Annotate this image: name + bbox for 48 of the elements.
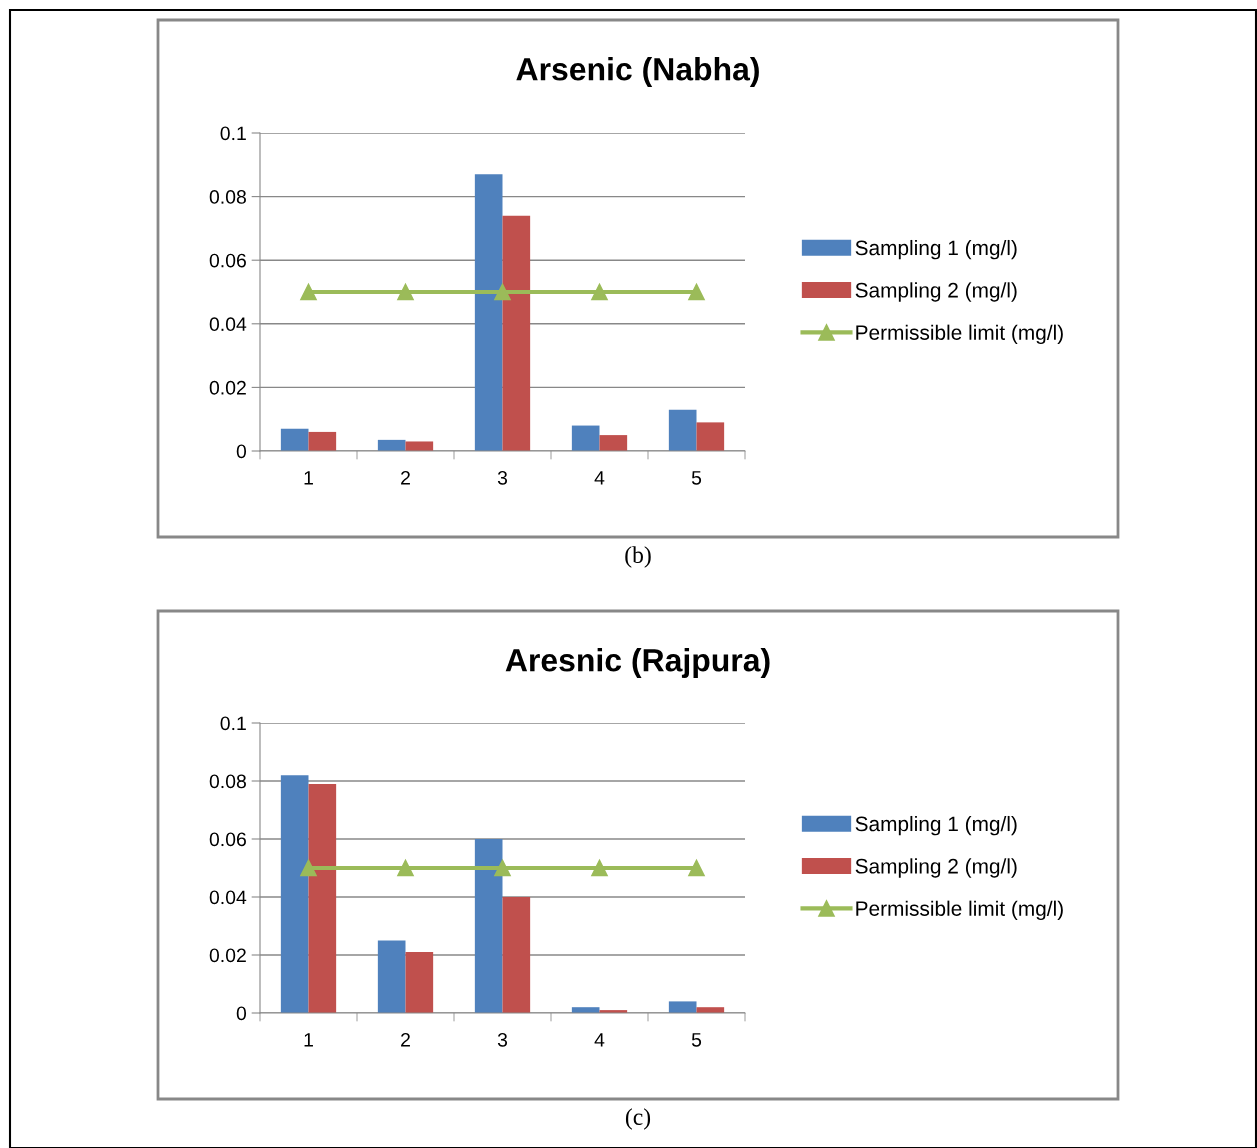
legend-label: Permissible limit (mg/l) xyxy=(856,900,1063,921)
y-tick-label: 0 xyxy=(236,1006,247,1021)
x-tick-label: 1 xyxy=(304,471,313,485)
text: (b) xyxy=(625,546,651,568)
bar xyxy=(308,783,337,1013)
x-tick-label: 5 xyxy=(691,1033,702,1047)
y-tick-label: 0.1 xyxy=(220,716,246,731)
x-tick-label: 3 xyxy=(497,470,508,485)
bar xyxy=(599,435,628,451)
bar xyxy=(308,431,337,451)
x-tick-label: 4 xyxy=(594,1033,605,1047)
legend-label: Permissible limit (mg/l) xyxy=(856,324,1063,345)
bar xyxy=(696,422,725,451)
y-tick-label: 0 xyxy=(236,444,247,459)
bar xyxy=(405,952,434,1013)
x-tick-label: 2 xyxy=(401,1032,410,1047)
bar xyxy=(405,441,434,451)
bar xyxy=(502,897,531,1013)
bar xyxy=(474,174,503,451)
bar xyxy=(668,1001,697,1013)
legend-label: Sampling 2 (mg/l) xyxy=(855,858,1017,878)
x-tick-label: 1 xyxy=(304,1033,313,1047)
bar xyxy=(668,409,697,451)
y-tick-label: 0.04 xyxy=(209,890,247,905)
y-tick-label: 0.1 xyxy=(220,126,246,141)
x-tick-label: 4 xyxy=(594,471,605,485)
bar xyxy=(474,839,503,1013)
y-tick-label: 0.06 xyxy=(209,832,246,847)
chart-title: Arsenic (Nabha) xyxy=(516,57,759,87)
y-tick-label: 0.02 xyxy=(209,948,246,963)
bar xyxy=(377,940,406,1013)
text: (c) xyxy=(625,1108,651,1130)
x-tick-label: 3 xyxy=(497,1032,508,1047)
legend-label: Sampling 1 (mg/l) xyxy=(855,815,1017,836)
bar xyxy=(280,775,309,1013)
y-tick-label: 0.02 xyxy=(209,380,246,395)
y-tick-label: 0.08 xyxy=(209,774,246,789)
legend-label: Sampling 2 (mg/l) xyxy=(855,282,1017,302)
y-tick-label: 0.08 xyxy=(209,190,246,204)
y-tick-label: 0.06 xyxy=(209,253,246,268)
x-tick-label: 2 xyxy=(401,470,410,485)
legend-label: Sampling 1 (mg/l) xyxy=(855,239,1017,260)
bar xyxy=(280,428,309,451)
bar xyxy=(502,215,531,451)
y-tick-label: 0.04 xyxy=(209,317,247,332)
bar xyxy=(571,425,600,451)
x-tick-label: 5 xyxy=(691,471,702,485)
chart-title: Aresnic (Rajpura) xyxy=(505,648,770,678)
